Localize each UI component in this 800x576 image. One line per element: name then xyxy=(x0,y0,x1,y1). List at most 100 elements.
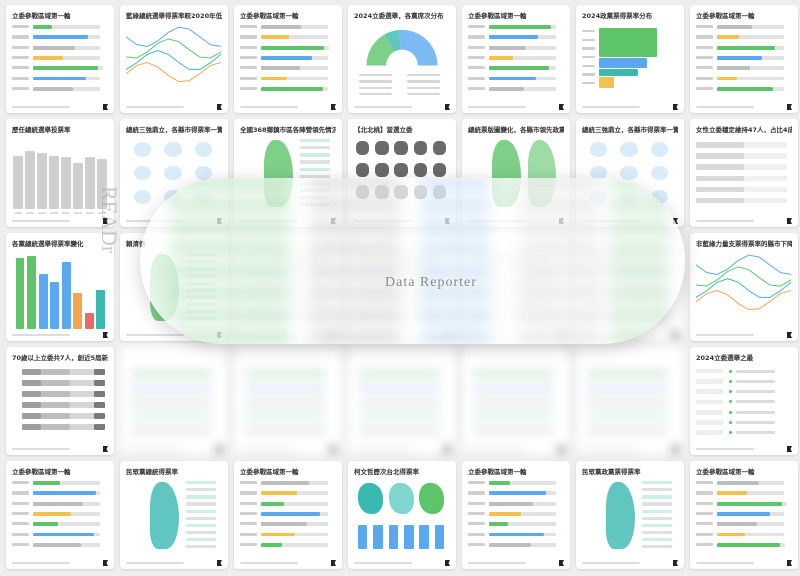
infographic-card[interactable]: 民眾黨政黨票得票率 xyxy=(576,461,684,569)
infographic-card[interactable]: 立委參戰區域第一輪 xyxy=(690,461,798,569)
card-footer xyxy=(582,104,678,110)
source-line xyxy=(354,106,412,108)
card-footer xyxy=(696,218,792,224)
card-footer xyxy=(468,104,564,110)
infographic-card[interactable]: 立委參戰區域第一輪 xyxy=(6,5,114,113)
infographic-card[interactable]: 各黨總統選舉得票率變化 xyxy=(6,233,114,341)
card-footer xyxy=(12,332,108,338)
card-footer xyxy=(12,446,108,452)
blurred-background-content xyxy=(310,178,400,344)
card-footer xyxy=(696,560,792,566)
card-footer xyxy=(582,446,678,452)
infographic-card[interactable]: 柯文哲歷次台北得票率 xyxy=(348,461,456,569)
card-title: 全國368鄉鎮市區各陣營領先情況 xyxy=(240,126,336,134)
source-line xyxy=(696,562,754,564)
source-line xyxy=(240,106,298,108)
chart-tick-label: 2020 xyxy=(86,211,94,215)
card-chart-thumbnail xyxy=(468,364,564,443)
blurred-background-content xyxy=(170,178,290,344)
card-chart-thumbnail xyxy=(696,364,792,443)
card-title: 立委參戰區域第一輪 xyxy=(696,468,755,476)
flag-icon xyxy=(673,332,678,338)
infographic-card[interactable]: 立委參戰區域第一輪 xyxy=(462,461,570,569)
flag-icon xyxy=(103,218,108,224)
infographic-card[interactable]: 立委參戰區域第一輪 xyxy=(6,461,114,569)
card-title: 女性立委穩定維持47人，占比4成2 xyxy=(696,126,792,134)
flag-icon xyxy=(673,104,678,110)
flag-icon xyxy=(217,446,222,452)
source-line xyxy=(12,334,70,336)
card-chart-thumbnail xyxy=(468,478,564,557)
card-title: 藍綠總統選舉得票率較2020年低 xyxy=(126,12,222,20)
chart-bar xyxy=(97,158,107,209)
card-chart-thumbnail xyxy=(468,22,564,101)
source-line xyxy=(12,106,70,108)
loading-overlay-pill xyxy=(140,178,685,344)
infographic-card[interactable] xyxy=(348,347,456,455)
infographic-card[interactable] xyxy=(234,347,342,455)
card-chart-thumbnail xyxy=(582,364,678,443)
infographic-card[interactable]: 藍綠總統選舉得票率較2020年低 xyxy=(120,5,228,113)
card-footer xyxy=(12,104,108,110)
card-chart-thumbnail xyxy=(12,478,108,557)
infographic-card[interactable]: 立委參戰區域第一輪 xyxy=(462,5,570,113)
card-footer xyxy=(126,104,222,110)
chart-tick-label: 2000 xyxy=(26,211,34,215)
infographic-card[interactable]: 立委參戰區域第一輪 xyxy=(234,461,342,569)
source-line xyxy=(468,448,526,450)
infographic-card[interactable]: 2024立委選舉，各黨席次分布 xyxy=(348,5,456,113)
card-chart-thumbnail xyxy=(354,364,450,443)
card-title: 70歲以上立委共7人，創近5屆新高 xyxy=(12,354,108,362)
flag-icon xyxy=(103,332,108,338)
card-title: 賴清德 xyxy=(126,240,146,248)
flag-icon xyxy=(103,104,108,110)
card-chart-thumbnail: 1996 2000 2004 2008 2012 2016 2020 2024 xyxy=(12,136,108,215)
source-line xyxy=(12,448,70,450)
source-line xyxy=(354,448,412,450)
infographic-card[interactable] xyxy=(462,347,570,455)
card-chart-thumbnail xyxy=(354,22,450,101)
infographic-card[interactable]: 2024立委選舉之最 xyxy=(690,347,798,455)
flag-icon xyxy=(673,560,678,566)
source-line xyxy=(240,448,298,450)
infographic-card[interactable]: 民眾黨總統得票率 xyxy=(120,461,228,569)
chart-bar xyxy=(49,155,59,209)
infographic-card[interactable] xyxy=(120,347,228,455)
card-footer xyxy=(354,104,450,110)
card-chart-thumbnail xyxy=(240,478,336,557)
infographic-card[interactable] xyxy=(576,347,684,455)
card-chart-thumbnail xyxy=(354,478,450,557)
card-footer xyxy=(696,446,792,452)
source-line xyxy=(582,106,640,108)
infographic-card[interactable]: 女性立委穩定維持47人，占比4成2 xyxy=(690,119,798,227)
source-line xyxy=(582,562,640,564)
source-line xyxy=(582,448,640,450)
flag-icon xyxy=(331,560,336,566)
chart-bar xyxy=(61,157,71,209)
source-line xyxy=(240,562,298,564)
flag-icon xyxy=(673,218,678,224)
source-line xyxy=(354,562,412,564)
chart-tick-label: 2024 xyxy=(98,211,106,215)
flag-icon xyxy=(673,446,678,452)
infographic-card[interactable]: 立委參戰區域第一輪 xyxy=(690,5,798,113)
card-title: 民眾黨政黨票得票率 xyxy=(582,468,641,476)
flag-icon xyxy=(103,446,108,452)
infographic-card[interactable]: 歷任總統選舉投票率 1996 2000 2004 2008 2012 2016 2020 202… xyxy=(6,119,114,227)
card-chart-thumbnail xyxy=(240,22,336,101)
flag-icon xyxy=(559,446,564,452)
flag-icon xyxy=(217,104,222,110)
source-line xyxy=(126,106,184,108)
infographic-card[interactable]: 非藍綠力量支票得票率的縣市下降 xyxy=(690,233,798,341)
card-title: 民眾黨總統得票率 xyxy=(126,468,178,476)
card-title: 總統三強鼎立，各縣市得票率一覽？ xyxy=(126,126,222,134)
flag-icon xyxy=(787,218,792,224)
card-chart-thumbnail xyxy=(696,136,792,215)
infographic-card[interactable]: 70歲以上立委共7人，創近5屆新高 xyxy=(6,347,114,455)
infographic-card[interactable]: 立委參戰區域第一輪 xyxy=(234,5,342,113)
infographic-card[interactable]: 2024政黨票得票率分布 xyxy=(576,5,684,113)
card-title: 2024立委選舉之最 xyxy=(696,354,754,362)
brand-logo-mark: READr xyxy=(97,186,122,254)
card-footer xyxy=(354,446,450,452)
card-footer xyxy=(582,560,678,566)
